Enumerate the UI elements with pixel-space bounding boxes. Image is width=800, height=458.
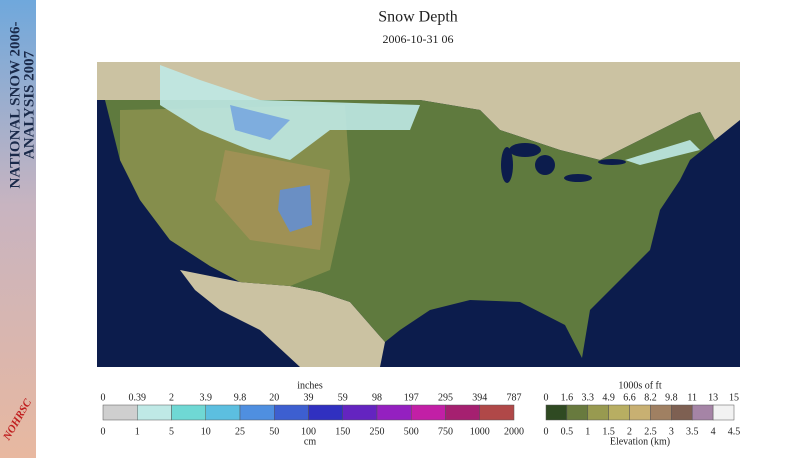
legend-swatch	[239, 404, 275, 421]
lake	[598, 159, 626, 165]
legend-label: 197	[404, 392, 419, 403]
banner-strip	[0, 0, 36, 458]
legend-swatch	[411, 404, 446, 421]
legend-label: 3.3	[582, 392, 595, 403]
legend-label: 150	[335, 426, 350, 437]
legend-label: 8.2	[644, 392, 657, 403]
legend-label: 0	[101, 426, 106, 437]
legend-swatch	[587, 404, 609, 421]
legend-label: 2.5	[644, 426, 657, 437]
legend-label: 4	[711, 426, 716, 437]
legend-label: 25	[235, 426, 245, 437]
legend-label: 0	[544, 392, 549, 403]
canada	[97, 62, 740, 160]
legend-label: 2000	[504, 426, 524, 437]
legend-label: 0	[101, 392, 106, 403]
legend-label: 787	[507, 392, 522, 403]
legend-swatch	[691, 404, 714, 421]
snow-northeast	[625, 140, 700, 165]
legend-label: 10	[201, 426, 211, 437]
legend-swatch	[629, 404, 651, 421]
legend-swatch	[712, 404, 735, 421]
legend-swatch	[566, 404, 589, 421]
legend-label: 9.8	[234, 392, 247, 403]
legend-swatch	[445, 404, 480, 421]
banner: NATIONAL SNOW 2006- ANALYSIS 2007	[7, 22, 37, 189]
legend-label: 2	[627, 426, 632, 437]
legend-label: 0.39	[129, 392, 147, 403]
legend-label: 4.9	[602, 392, 615, 403]
legend-label: 500	[404, 426, 419, 437]
legend-swatch	[376, 404, 412, 421]
lake	[564, 174, 592, 182]
legend-label: 5	[169, 426, 174, 437]
legend-label: 0.5	[561, 426, 574, 437]
legend-swatch	[137, 404, 172, 421]
legend-label: 1.6	[561, 392, 574, 403]
map	[97, 62, 740, 367]
legend-label: 50	[269, 426, 279, 437]
legend-label: 394	[472, 392, 487, 403]
legend-label: 98	[372, 392, 382, 403]
unit-label: Elevation (km)	[610, 436, 670, 447]
legend-swatch	[479, 404, 515, 421]
legend-swatch	[650, 404, 672, 421]
legend-label: 3	[669, 426, 674, 437]
legend-label: 1000	[470, 426, 490, 437]
legend-label: 100	[301, 426, 316, 437]
legend-swatch	[274, 404, 309, 421]
legend-swatch	[171, 404, 206, 421]
legend-label: 1.5	[602, 426, 615, 437]
legend-label: 750	[438, 426, 453, 437]
legend-swatch	[545, 404, 568, 421]
snow-colorado	[278, 185, 312, 232]
unit-label: 1000s of ft	[618, 380, 662, 391]
legend-label: 15	[729, 392, 739, 403]
legend-swatch	[102, 404, 138, 421]
legend-label: 13	[708, 392, 718, 403]
snow-north	[160, 65, 420, 160]
legend-label: 1	[585, 426, 590, 437]
title: Snow Depth	[378, 9, 458, 26]
lake	[501, 147, 513, 183]
lake	[535, 155, 555, 175]
legend-swatch	[308, 404, 343, 421]
banner-line: ANALYSIS 2007	[21, 50, 37, 159]
unit-label: cm	[304, 436, 316, 447]
legend-label: 4.5	[728, 426, 741, 437]
legend-label: 2	[169, 392, 174, 403]
snow-deep	[230, 105, 290, 140]
legend-label: 3.9	[200, 392, 213, 403]
legend-label: 3.5	[686, 426, 699, 437]
legend-swatch	[671, 404, 693, 421]
legend-label: 1	[135, 426, 140, 437]
legend-label: 0	[544, 426, 549, 437]
legend-label: 59	[338, 392, 348, 403]
legend-swatch	[342, 404, 378, 421]
legend-label: 295	[438, 392, 453, 403]
unit-label: inches	[297, 380, 323, 391]
legend-label: 6.6	[623, 392, 636, 403]
legend-label: 9.8	[665, 392, 678, 403]
legend-label: 20	[269, 392, 279, 403]
legend-label: 11	[687, 392, 697, 403]
legend-label: 39	[304, 392, 314, 403]
legend-swatch	[608, 404, 630, 421]
legend-swatch	[205, 404, 241, 421]
lake	[509, 143, 541, 157]
date: 2006-10-31 06	[383, 32, 454, 46]
legend-label: 250	[370, 426, 385, 437]
banner-line: NATIONAL SNOW 2006-	[7, 22, 23, 189]
mexico	[180, 270, 385, 367]
